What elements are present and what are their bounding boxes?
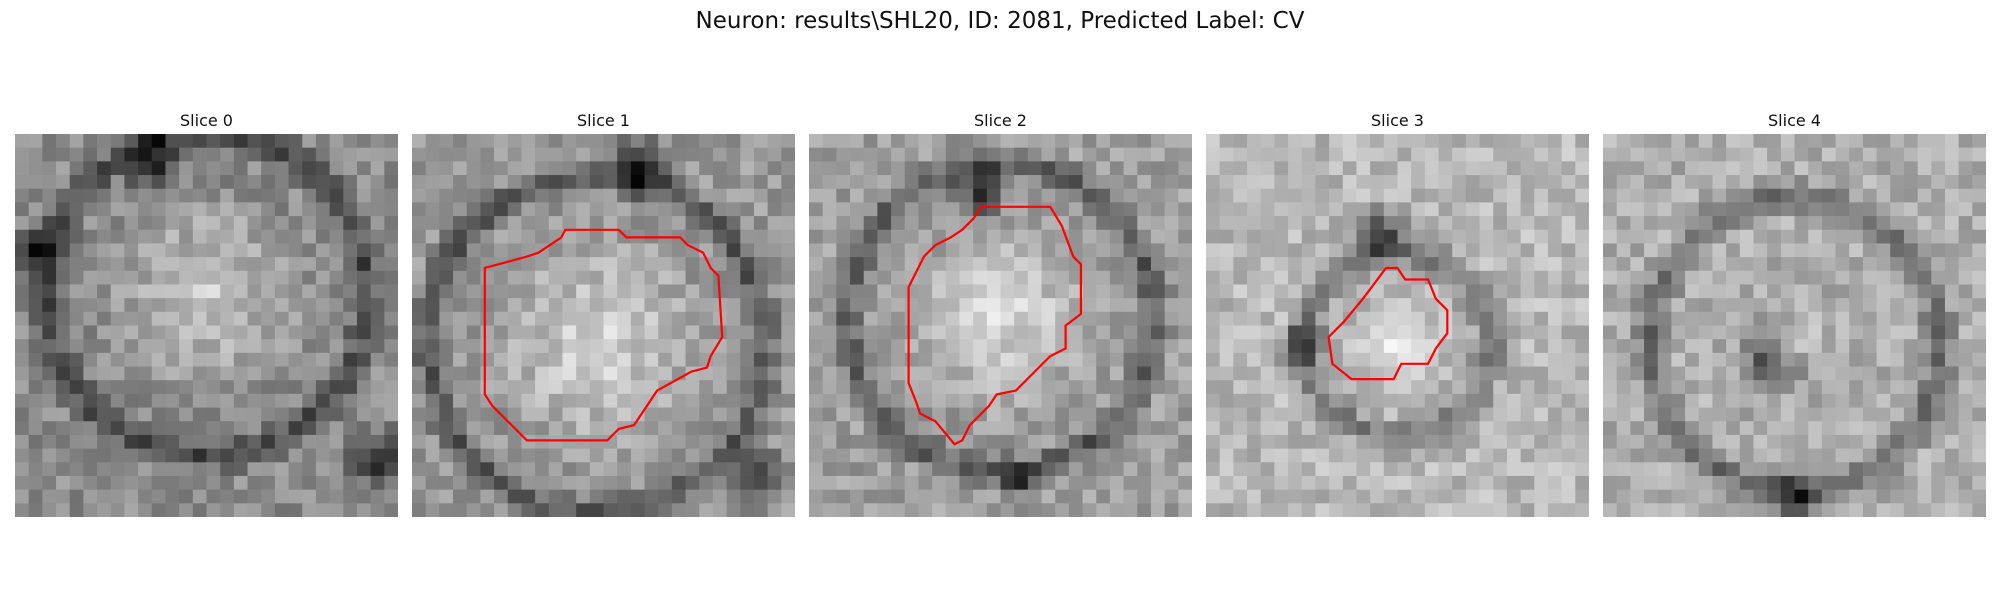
slice-image	[15, 134, 398, 517]
segmentation-outline	[907, 205, 1082, 446]
slice-image	[1206, 134, 1589, 517]
slice-title: Slice 0	[180, 111, 233, 130]
segmentation-outline	[483, 228, 724, 442]
slice-title: Slice 2	[974, 111, 1027, 130]
slice-image	[1603, 134, 1986, 517]
slice-panel-2: Slice 2	[809, 108, 1192, 517]
slice-image	[809, 134, 1192, 517]
slice-title: Slice 4	[1768, 111, 1821, 130]
slice-image	[412, 134, 795, 517]
figure-title: Neuron: results\SHL20, ID: 2081, Predict…	[695, 8, 1305, 34]
slice-title: Slice 3	[1371, 111, 1424, 130]
segmentation-outline	[1327, 266, 1449, 381]
slice-title: Slice 1	[577, 111, 630, 130]
slice-panel-3: Slice 3	[1206, 108, 1589, 517]
slice-panel-4: Slice 4	[1603, 108, 1986, 517]
slice-panel-0: Slice 0	[15, 108, 398, 517]
slice-panel-1: Slice 1	[412, 108, 795, 517]
